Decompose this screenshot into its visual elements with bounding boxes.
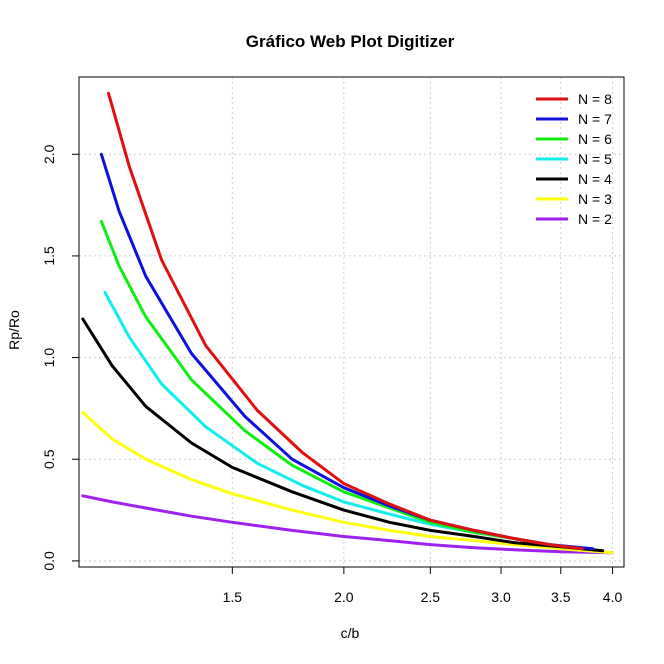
x-axis-label: c/b bbox=[341, 625, 360, 641]
x-tick-label: 3.5 bbox=[551, 589, 571, 605]
series-layer bbox=[81, 91, 614, 555]
legend-label: N = 7 bbox=[578, 111, 612, 127]
legend-label: N = 2 bbox=[578, 211, 612, 227]
y-tick-label: 0.0 bbox=[41, 551, 57, 571]
plot-box bbox=[78, 76, 625, 568]
y-tick-label: 2.0 bbox=[41, 144, 57, 164]
legend-label: N = 4 bbox=[578, 171, 612, 187]
x-axis: 1.5 2.0 2.5 3.0 3.5 4.0 bbox=[223, 567, 623, 605]
y-axis-label: Rp/Ro bbox=[6, 310, 22, 350]
legend-label: N = 5 bbox=[578, 151, 612, 167]
grid bbox=[79, 77, 624, 567]
y-tick-label: 1.0 bbox=[41, 348, 57, 368]
series-line bbox=[81, 411, 614, 555]
chart-title: Gráfico Web Plot Digitizer bbox=[246, 32, 455, 51]
y-tick-label: 1.5 bbox=[41, 246, 57, 266]
series-line bbox=[107, 91, 584, 551]
series-line bbox=[81, 317, 605, 553]
legend-label: N = 3 bbox=[578, 191, 612, 207]
legend-label: N = 8 bbox=[578, 91, 612, 107]
y-tick-label: 0.5 bbox=[41, 449, 57, 469]
x-tick-label: 2.0 bbox=[334, 589, 354, 605]
series-line bbox=[99, 219, 551, 547]
legend-label: N = 6 bbox=[578, 131, 612, 147]
x-tick-label: 2.5 bbox=[421, 589, 441, 605]
x-tick-label: 3.0 bbox=[491, 589, 511, 605]
y-axis: 0.0 0.5 1.0 1.5 2.0 bbox=[41, 144, 79, 571]
series-line bbox=[103, 291, 551, 547]
legend: N = 8 N = 7 N = 6 N = 5 N = 4 N = 3 N = 2 bbox=[536, 91, 612, 227]
x-tick-label: 4.0 bbox=[603, 589, 623, 605]
series-line bbox=[99, 152, 595, 551]
series-line bbox=[81, 494, 614, 555]
x-tick-label: 1.5 bbox=[223, 589, 243, 605]
